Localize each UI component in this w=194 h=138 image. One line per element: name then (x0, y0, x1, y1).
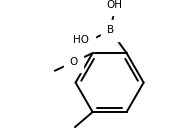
Text: OH: OH (106, 0, 122, 10)
Text: B: B (107, 25, 114, 35)
Text: HO: HO (74, 35, 89, 46)
Text: O: O (70, 57, 78, 67)
